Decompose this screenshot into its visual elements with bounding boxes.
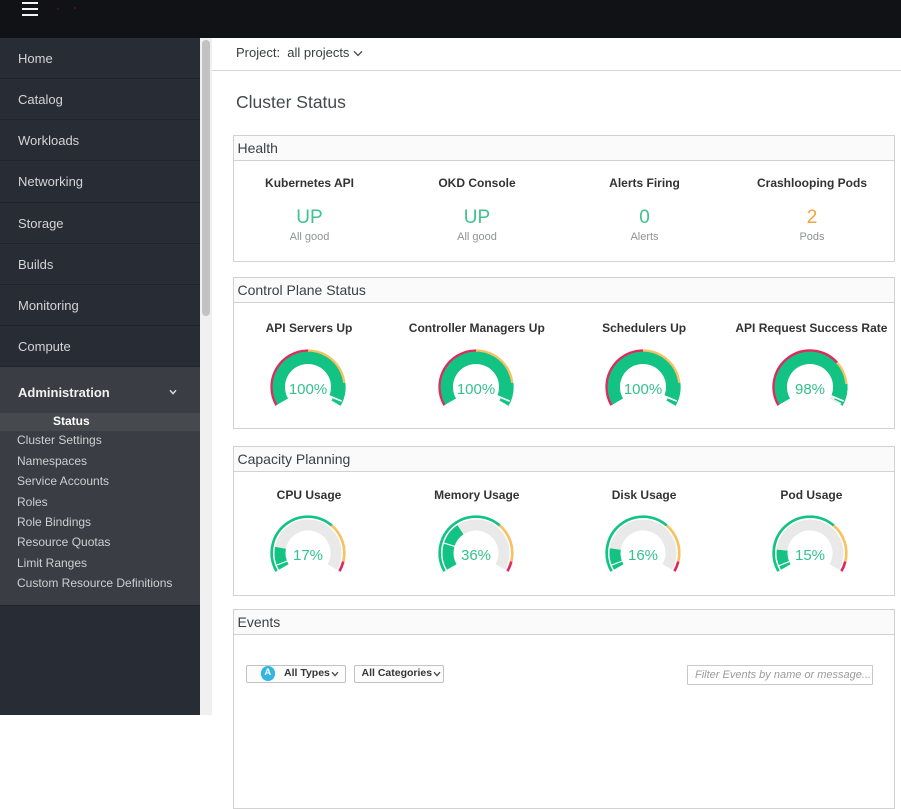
svg-text:100%: 100% [457,381,495,398]
svg-text:98%: 98% [795,381,825,398]
svg-text:16%: 16% [628,546,658,563]
svg-text:17%: 17% [293,546,323,563]
svg-text:100%: 100% [624,381,662,398]
svg-text:15%: 15% [795,546,825,563]
svg-text:100%: 100% [289,381,327,398]
svg-text:36%: 36% [461,546,491,563]
